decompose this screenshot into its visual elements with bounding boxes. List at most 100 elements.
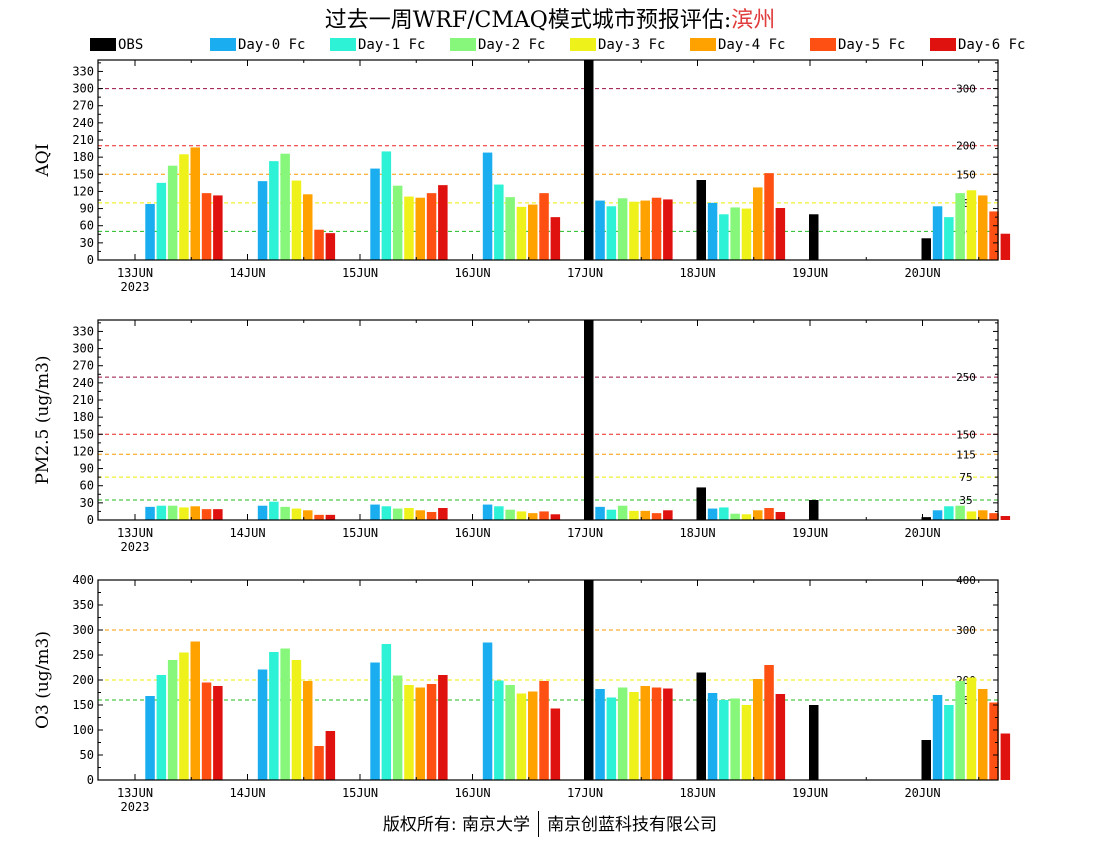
bar-day-2-fc (392, 675, 403, 780)
legend-label: Day-1 Fc (358, 37, 426, 53)
bar-obs (584, 60, 594, 260)
bar-day-6-fc (438, 185, 448, 260)
bar-day-0-fc (145, 204, 155, 260)
bar-day-6-fc (663, 199, 673, 260)
bar-day-4-fc (753, 510, 763, 520)
y-tick-label: 150 (72, 698, 94, 712)
bar-day-2-fc (505, 197, 515, 260)
bar-obs (696, 487, 706, 520)
bar-day-2-fc (505, 509, 515, 520)
y-tick-label: 0 (87, 773, 94, 787)
x-tick-label: 20JUN (904, 786, 940, 800)
bar-day-4-fc (753, 679, 763, 780)
bar-day-3-fc (741, 208, 752, 260)
bar-day-4-fc (415, 197, 425, 260)
footer: 版权所有: 南京大学 南京创蓝科技有限公司 (0, 810, 1100, 837)
bar-day-1-fc (156, 675, 167, 780)
x-year-label: 2023 (121, 800, 150, 814)
x-year-label: 2023 (121, 280, 150, 294)
x-tick-label: 14JUN (229, 786, 265, 800)
bar-day-4-fc (978, 510, 988, 520)
y-tick-label: 350 (72, 598, 94, 612)
bar-obs (809, 500, 819, 520)
bar-day-5-fc (201, 509, 212, 520)
legend-item: Day-0 Fc (210, 36, 305, 54)
bar-day-2-fc (167, 165, 178, 260)
bar-day-0-fc (257, 505, 268, 520)
bar-day-6-fc (213, 686, 223, 780)
bar-day-4-fc (640, 686, 650, 780)
chart-title-main: 过去一周WRF/CMAQ模式城市预报评估: (324, 8, 732, 33)
bar-day-5-fc (426, 512, 437, 520)
bar-day-5-fc (764, 508, 774, 520)
chart-title: 过去一周WRF/CMAQ模式城市预报评估:滨州 (0, 2, 1100, 34)
bar-day-5-fc (426, 684, 437, 780)
bar-day-4-fc (190, 147, 200, 260)
bar-day-3-fc (629, 692, 639, 780)
bar-day-5-fc (539, 511, 549, 520)
bar-day-5-fc (539, 193, 549, 260)
bar-obs (809, 705, 819, 780)
bar-day-3-fc (404, 196, 414, 260)
bar-day-6-fc (775, 694, 786, 780)
x-tick-label: 18JUN (679, 526, 715, 540)
bar-obs (921, 238, 931, 260)
bar-day-5-fc (651, 687, 662, 780)
x-tick-label: 19JUN (792, 786, 828, 800)
bar-day-2-fc (730, 207, 740, 260)
bar-day-1-fc (156, 505, 167, 520)
legend-swatch (330, 38, 356, 51)
legend-swatch (690, 38, 716, 51)
bar-day-0-fc (932, 206, 943, 260)
y-axis-label: AQI (33, 144, 53, 178)
legend-item: Day-5 Fc (810, 36, 905, 54)
threshold-label: 300 (956, 83, 976, 96)
bar-day-2-fc (167, 660, 178, 780)
chart-panel-3: 16020030040005010015020025030035040013JU… (33, 573, 1011, 814)
bar-day-4-fc (753, 187, 763, 260)
bar-day-0-fc (145, 506, 155, 520)
bar-day-3-fc (516, 206, 527, 260)
bar-day-6-fc (438, 675, 448, 780)
bar-day-0-fc (482, 642, 493, 780)
bar-day-6-fc (213, 195, 223, 260)
bar-day-5-fc (989, 702, 999, 780)
bar-day-0-fc (257, 181, 268, 260)
bar-day-0-fc (932, 510, 943, 520)
threshold-label: 75 (959, 471, 972, 484)
footer-separator (538, 811, 540, 837)
bar-day-5-fc (314, 746, 324, 780)
bar-day-3-fc (741, 514, 752, 520)
bar-day-3-fc (966, 677, 977, 780)
x-tick-label: 20JUN (904, 526, 940, 540)
bar-day-3-fc (629, 201, 639, 260)
bar-day-6-fc (1000, 233, 1011, 260)
bar-day-2-fc (280, 648, 290, 780)
legend-label: Day-2 Fc (478, 37, 546, 53)
bar-obs (584, 580, 594, 780)
x-tick-label: 15JUN (342, 266, 378, 280)
y-tick-label: 0 (87, 253, 94, 267)
threshold-label: 150 (956, 428, 976, 441)
y-tick-label: 210 (72, 133, 94, 147)
x-tick-label: 13JUN (117, 526, 153, 540)
y-tick-label: 120 (72, 444, 94, 458)
bar-day-4-fc (978, 689, 988, 780)
bar-day-1-fc (381, 151, 392, 260)
legend-label: Day-5 Fc (838, 37, 906, 53)
bar-day-2-fc (617, 505, 628, 520)
bar-day-6-fc (213, 509, 223, 520)
y-tick-label: 270 (72, 359, 94, 373)
bar-day-5-fc (314, 229, 324, 260)
bar-day-1-fc (944, 217, 954, 260)
x-tick-label: 18JUN (679, 266, 715, 280)
threshold-label: 250 (956, 371, 976, 384)
bar-day-4-fc (528, 513, 538, 520)
x-tick-label: 17JUN (567, 266, 603, 280)
y-tick-label: 270 (72, 99, 94, 113)
bar-day-1-fc (606, 509, 617, 520)
bar-day-0-fc (932, 695, 943, 780)
y-tick-label: 180 (72, 410, 94, 424)
bar-day-2-fc (955, 681, 965, 780)
